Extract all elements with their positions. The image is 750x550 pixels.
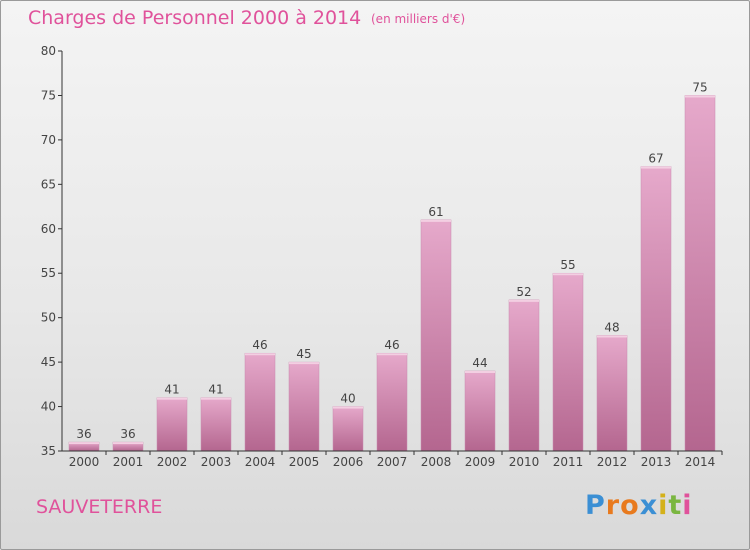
bar-highlight xyxy=(289,362,319,365)
y-tick-label: 70 xyxy=(41,133,56,147)
x-tick-label: 2011 xyxy=(553,455,584,469)
data-label: 44 xyxy=(472,356,487,370)
data-label: 40 xyxy=(340,392,355,406)
logo-letter: r xyxy=(605,490,621,521)
commune-name: SAUVETERRE xyxy=(36,496,163,518)
bar-highlight xyxy=(641,166,671,169)
bar-highlight xyxy=(157,397,187,400)
x-tick-label: 2008 xyxy=(421,455,452,469)
x-tick-label: 2014 xyxy=(685,455,716,469)
y-tick-label: 40 xyxy=(41,400,56,414)
y-tick-label: 75 xyxy=(41,88,56,102)
bar-highlight xyxy=(245,353,275,356)
data-label: 75 xyxy=(692,80,707,94)
logo-letter: o xyxy=(620,490,640,521)
bar-highlight xyxy=(333,406,363,409)
x-tick-label: 2004 xyxy=(245,455,276,469)
data-label: 46 xyxy=(384,338,399,352)
data-label: 36 xyxy=(120,427,135,441)
bar xyxy=(552,272,584,452)
y-axis: 35 40 45 50 55 60 65 70 75 80 xyxy=(41,44,63,458)
bar xyxy=(684,95,716,452)
bar-highlight xyxy=(509,299,539,302)
data-label: 67 xyxy=(648,152,663,166)
data-label: 52 xyxy=(516,285,531,299)
y-tick-label: 55 xyxy=(41,266,56,280)
bar xyxy=(156,397,188,452)
bar xyxy=(200,397,232,452)
data-label: 45 xyxy=(296,347,311,361)
x-tick-label: 2007 xyxy=(377,455,408,469)
bar-highlight xyxy=(201,397,231,400)
chart-title: Charges de Personnel 2000 à 2014 xyxy=(28,7,362,29)
bar-highlight xyxy=(377,353,407,356)
bar xyxy=(288,361,320,452)
bar-highlight xyxy=(113,442,143,445)
x-tick-label: 2012 xyxy=(597,455,628,469)
x-tick-label: 2000 xyxy=(69,455,100,469)
logo-letter: i xyxy=(682,490,693,521)
data-label: 61 xyxy=(428,205,443,219)
bar xyxy=(596,335,628,452)
data-label: 55 xyxy=(560,258,575,272)
data-label: 48 xyxy=(604,320,619,334)
bar xyxy=(464,370,496,452)
bar-highlight xyxy=(69,442,99,445)
y-tick-label: 80 xyxy=(41,44,56,58)
y-tick-label: 45 xyxy=(41,355,56,369)
data-label: 46 xyxy=(252,338,267,352)
bar-highlight xyxy=(553,273,583,276)
bar xyxy=(420,219,452,452)
logo-letter: t xyxy=(668,490,683,521)
bar xyxy=(640,166,672,452)
bars: 36 36 41 41 46 45 40 46 61 44 52 55 48 67 75 xyxy=(68,80,716,452)
bar xyxy=(508,299,540,452)
x-tick-label: 2003 xyxy=(201,455,232,469)
logo-letter: x xyxy=(639,490,659,521)
x-tick-label: 2006 xyxy=(333,455,364,469)
logo-letter: i xyxy=(658,490,669,521)
bar-highlight xyxy=(685,95,715,98)
x-tick-label: 2002 xyxy=(157,455,188,469)
bar xyxy=(244,352,276,452)
y-tick-label: 60 xyxy=(41,222,56,236)
x-tick-label: 2005 xyxy=(289,455,320,469)
logo-letter: P xyxy=(585,490,606,521)
x-tick-label: 2010 xyxy=(509,455,540,469)
x-axis: 2000 2001 2002 2003 2004 2005 2006 2007 2008 2009… xyxy=(62,450,723,469)
x-tick-label: 2013 xyxy=(641,455,672,469)
bar-highlight xyxy=(597,335,627,338)
bar xyxy=(376,352,408,452)
bar xyxy=(332,406,364,452)
data-label: 36 xyxy=(76,427,91,441)
x-tick-label: 2009 xyxy=(465,455,496,469)
bar-highlight xyxy=(465,371,495,373)
y-tick-label: 65 xyxy=(41,177,56,191)
chart-subtitle: (en milliers d'€) xyxy=(371,12,466,26)
proxiti-logo: Proxiti xyxy=(585,490,693,521)
data-label: 41 xyxy=(208,383,223,397)
y-tick-label: 50 xyxy=(41,311,56,325)
data-label: 41 xyxy=(164,383,179,397)
bar-highlight xyxy=(421,219,451,222)
x-tick-label: 2001 xyxy=(113,455,144,469)
y-tick-label: 35 xyxy=(41,444,56,458)
